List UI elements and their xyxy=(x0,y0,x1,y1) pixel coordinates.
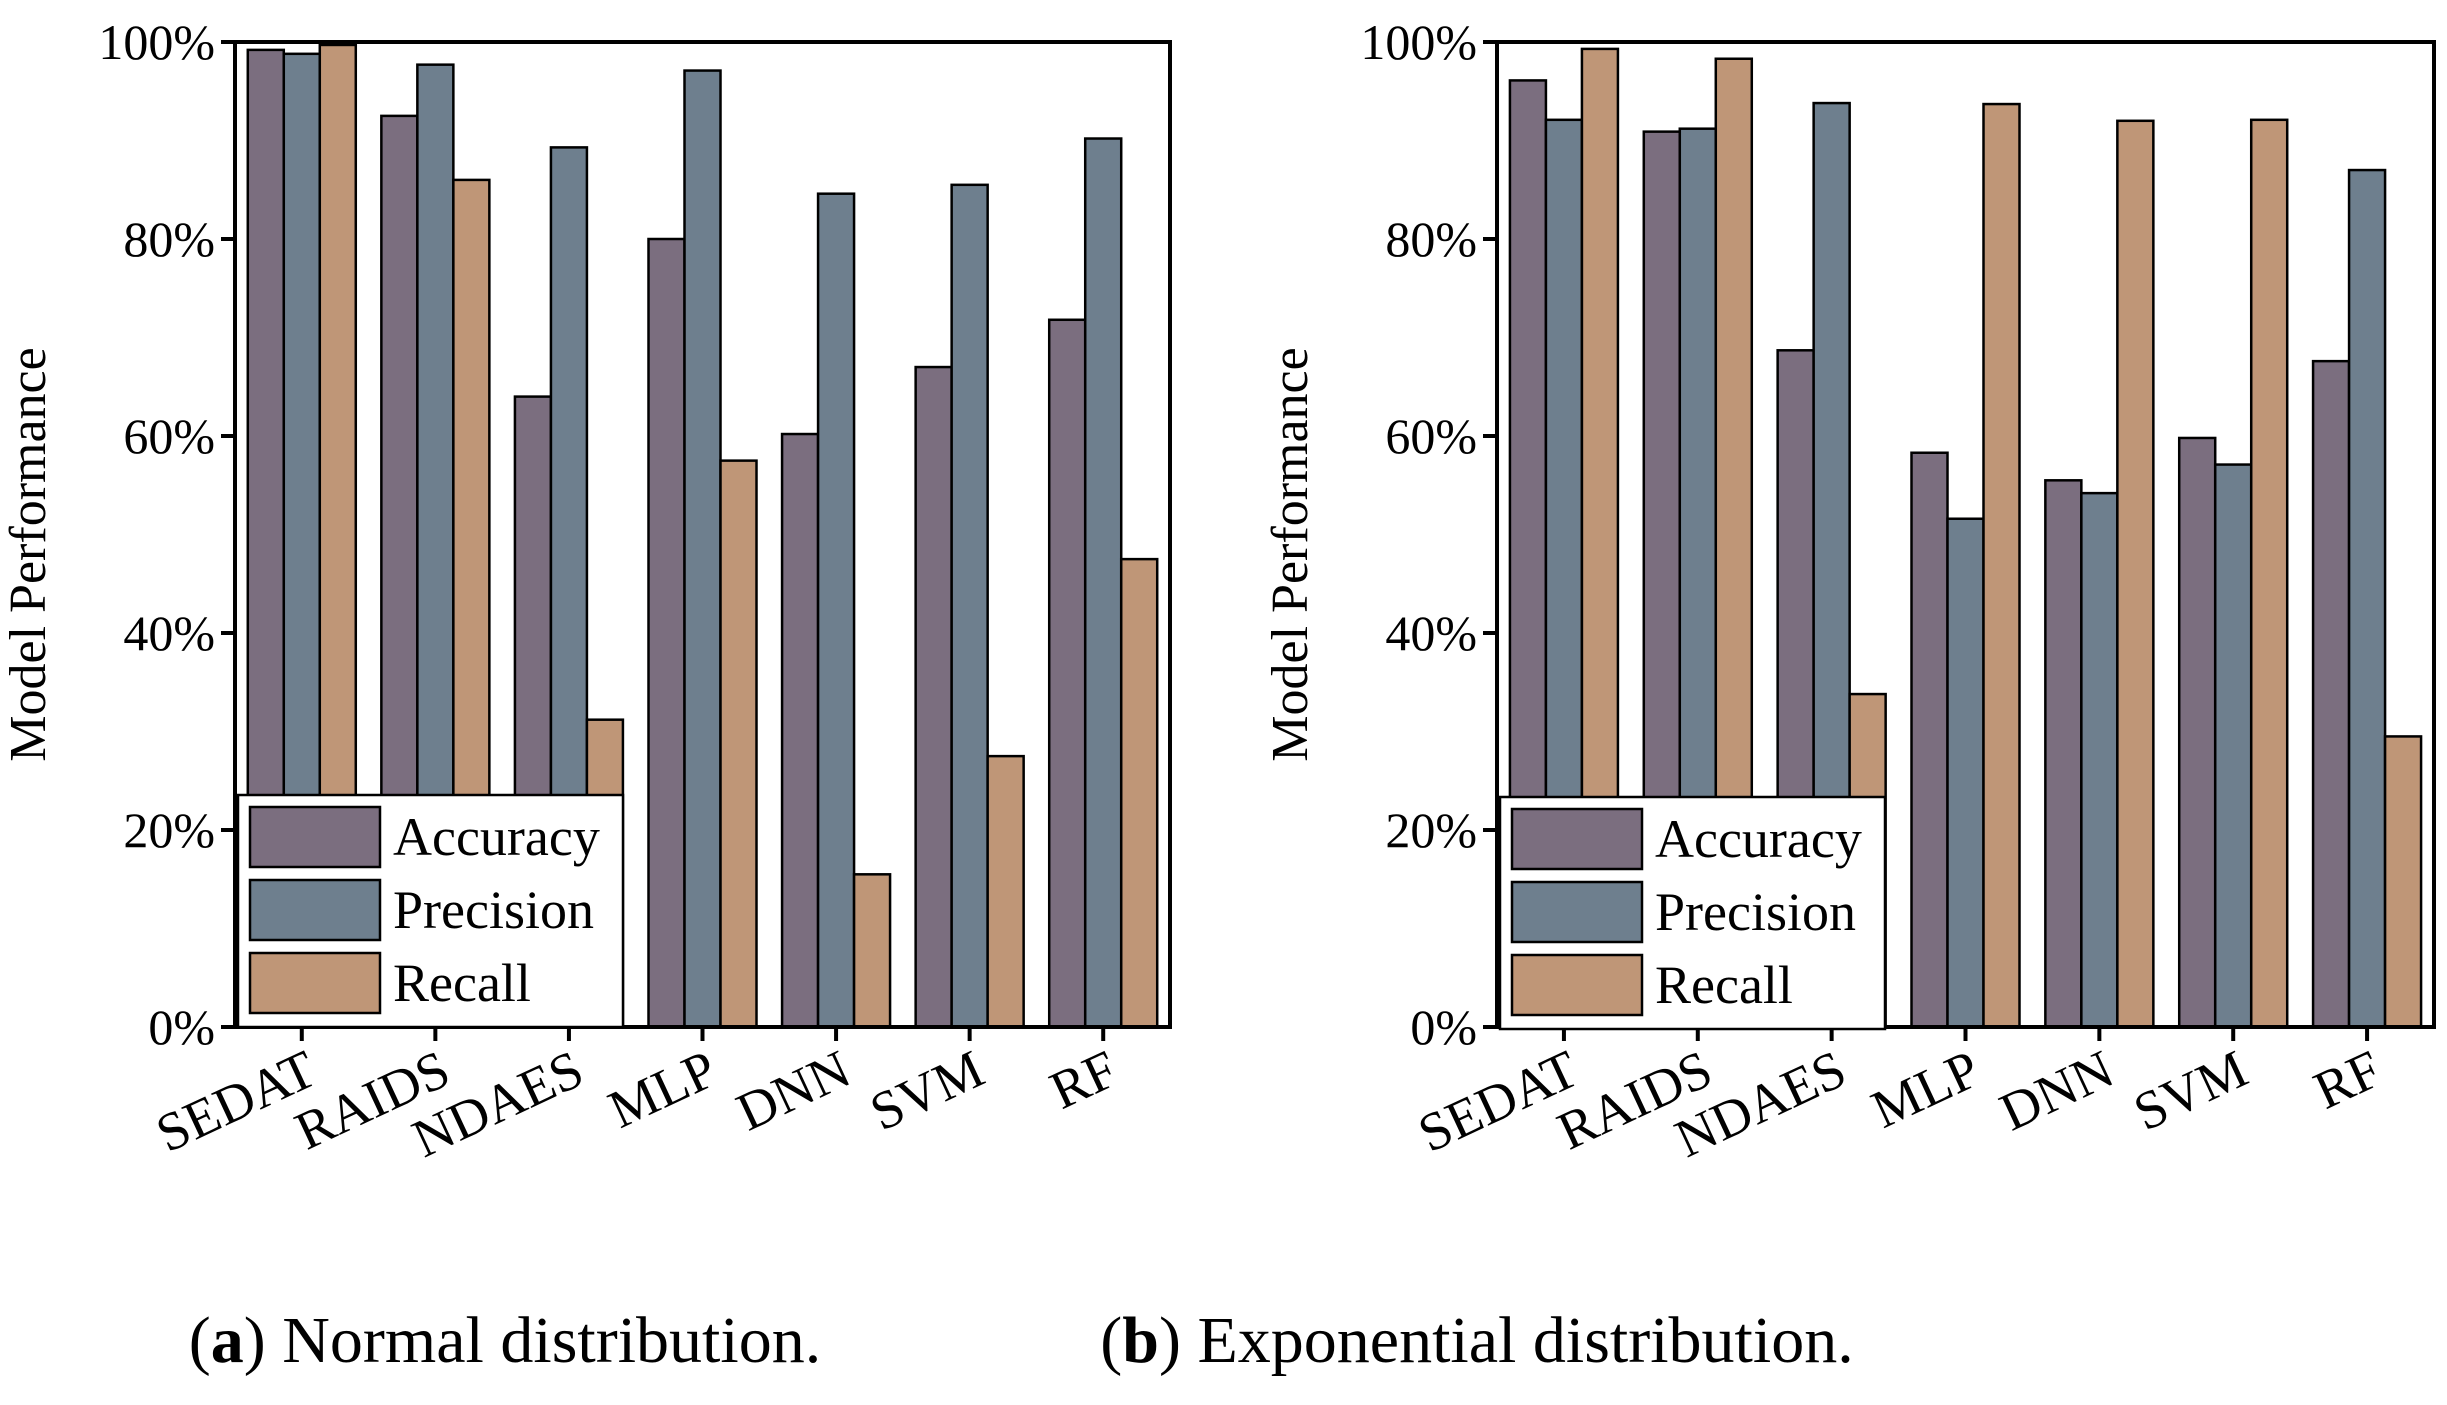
bar-a-accuracy-dnn xyxy=(780,432,820,1029)
bar-b-recall-mlp xyxy=(1982,102,2021,1029)
category-label-a-dnn: DNN xyxy=(728,1038,859,1142)
ytick-label-b-100: 100% xyxy=(1360,14,1477,70)
bar-b-recall-rf xyxy=(2383,735,2423,1029)
category-label-b-dnn: DNN xyxy=(1991,1038,2122,1142)
legend-label-b-recall: Recall xyxy=(1655,955,1793,1015)
bar-b-precision-mlp xyxy=(1946,517,1985,1029)
bar-a-accuracy-mlp xyxy=(647,237,686,1029)
ylabel-b: Model Performance xyxy=(1262,347,1319,761)
bar-b-accuracy-svm xyxy=(2177,436,2217,1029)
category-label-a-svm: SVM xyxy=(861,1038,992,1142)
legend-label-b-precision: Precision xyxy=(1655,882,1856,942)
ytick-label-b-80: 80% xyxy=(1385,211,1477,267)
category-label-b-mlp: MLP xyxy=(1863,1038,1989,1139)
plot-frame-b xyxy=(1495,40,2436,1029)
category-label-a-mlp: MLP xyxy=(600,1038,726,1139)
ytick-label-a-20: 20% xyxy=(123,802,215,858)
ytick-label-a-80: 80% xyxy=(123,211,215,267)
caption-a-text: Normal distribution. xyxy=(266,1304,821,1377)
category-label-a-rf: RF xyxy=(1041,1038,1126,1120)
caption-b: (b) Exponential distribution. xyxy=(1100,1304,1853,1377)
caption-a: (a) Normal distribution. xyxy=(189,1304,821,1377)
legend-swatch-b-precision xyxy=(1510,880,1644,944)
bar-b-recall-dnn xyxy=(2116,119,2155,1029)
category-label-b-svm: SVM xyxy=(2125,1038,2256,1142)
ytick-label-b-40: 40% xyxy=(1385,605,1477,661)
plot-frame-a xyxy=(233,40,1172,1029)
ytick-label-a-60: 60% xyxy=(123,408,215,464)
bar-a-precision-svm xyxy=(950,183,989,1029)
bar-a-precision-dnn xyxy=(816,192,856,1029)
bar-a-recall-svm xyxy=(986,754,1025,1029)
legend-label-a-precision: Precision xyxy=(393,880,594,940)
legend-swatch-a-accuracy xyxy=(248,805,382,869)
bar-b-precision-svm xyxy=(2213,463,2253,1029)
caption-a-letter: a xyxy=(211,1304,244,1377)
legend-label-a-recall: Recall xyxy=(393,953,531,1013)
ylabel-a: Model Performance xyxy=(0,347,57,761)
bar-b-accuracy-dnn xyxy=(2044,479,2083,1029)
legend-swatch-a-precision xyxy=(248,878,382,942)
bar-b-accuracy-rf xyxy=(2311,359,2351,1029)
legend-swatch-b-recall xyxy=(1510,953,1644,1017)
bar-a-accuracy-svm xyxy=(914,365,953,1029)
category-label-b-rf: RF xyxy=(2305,1038,2390,1120)
legend-b: Accuracy Precision Recall xyxy=(1498,795,1887,1031)
bar-b-accuracy-mlp xyxy=(1910,451,1949,1029)
caption-b-text: Exponential distribution. xyxy=(1181,1304,1854,1377)
ytick-label-a-0: 0% xyxy=(148,999,215,1055)
bar-a-recall-mlp xyxy=(719,459,758,1029)
bar-b-precision-rf xyxy=(2347,168,2387,1029)
legend-swatch-b-accuracy xyxy=(1510,807,1644,871)
ytick-label-a-40: 40% xyxy=(123,605,215,661)
bar-a-precision-mlp xyxy=(683,69,722,1029)
bar-a-accuracy-rf xyxy=(1047,318,1087,1029)
ytick-label-b-20: 20% xyxy=(1385,802,1477,858)
ytick-label-a-100: 100% xyxy=(98,14,215,70)
ytick-label-b-60: 60% xyxy=(1385,408,1477,464)
caption-b-letter: b xyxy=(1122,1304,1159,1377)
ytick-label-b-0: 0% xyxy=(1410,999,1477,1055)
bar-a-recall-rf xyxy=(1119,557,1159,1029)
legend-swatch-a-recall xyxy=(248,951,382,1015)
legend-label-a-accuracy: Accuracy xyxy=(393,807,600,867)
bar-b-recall-svm xyxy=(2249,118,2289,1029)
legend-label-b-accuracy: Accuracy xyxy=(1655,809,1862,869)
legend-a: Accuracy Precision Recall xyxy=(236,793,625,1029)
bar-a-recall-dnn xyxy=(852,873,892,1029)
bar-a-precision-rf xyxy=(1083,137,1123,1029)
bar-b-precision-dnn xyxy=(2080,491,2119,1029)
